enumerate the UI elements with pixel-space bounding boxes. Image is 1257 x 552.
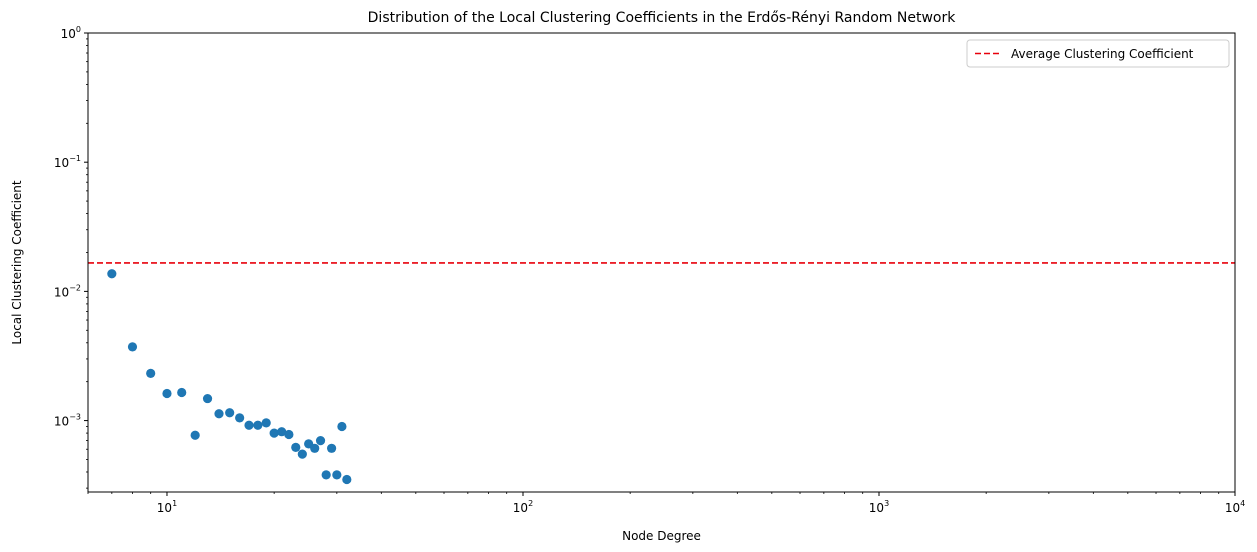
plot-area — [88, 262, 1235, 485]
scatter-point — [202, 393, 213, 404]
scatter-point — [291, 442, 301, 452]
y-tick-label: 10−1 — [54, 154, 81, 170]
legend: Average Clustering Coefficient — [966, 39, 1230, 68]
scatter-point — [321, 470, 331, 480]
x-tick-label: 103 — [869, 499, 889, 515]
scatter-point — [127, 342, 138, 352]
scatter-point — [177, 387, 187, 398]
scatter-point — [310, 443, 320, 453]
x-tick-label: 102 — [513, 499, 533, 515]
scatter-point — [337, 421, 347, 432]
scatter-point — [225, 408, 235, 418]
x-tick-label: 101 — [157, 499, 177, 515]
scatter-point — [235, 413, 245, 423]
x-axis-label: Node Degree — [622, 529, 701, 543]
scatter-point — [342, 474, 352, 485]
scatter-point — [107, 269, 117, 279]
scatter-point — [269, 428, 279, 438]
y-tick-label: 10−2 — [54, 283, 81, 299]
x-tick-label: 104 — [1225, 499, 1245, 515]
y-tick-label: 10−3 — [54, 413, 81, 429]
scatter-point — [244, 420, 254, 430]
scatter-point — [214, 409, 224, 419]
y-tick-label: 100 — [61, 25, 81, 41]
legend-label-average: Average Clustering Coefficient — [1011, 47, 1194, 61]
scatter-point — [277, 427, 287, 437]
scatter-point — [284, 429, 294, 440]
y-axis-label: Local Clustering Coefficient — [10, 180, 24, 345]
axes: 101 102 103 104 10−3 10−2 10−1 100 — [54, 25, 1245, 515]
scatter-point — [332, 470, 342, 480]
scatter-point — [297, 449, 307, 459]
scatter-point — [261, 418, 271, 428]
scatter-point — [190, 430, 200, 440]
scatter-point — [326, 443, 337, 453]
plot-frame — [87, 32, 1236, 493]
scatter-point — [146, 368, 156, 378]
legend-box — [966, 39, 1230, 68]
scatter-point — [315, 435, 326, 446]
chart-title: Distribution of the Local Clustering Coe… — [368, 10, 957, 26]
scatter-point — [253, 420, 263, 430]
scatter-point — [162, 388, 172, 399]
